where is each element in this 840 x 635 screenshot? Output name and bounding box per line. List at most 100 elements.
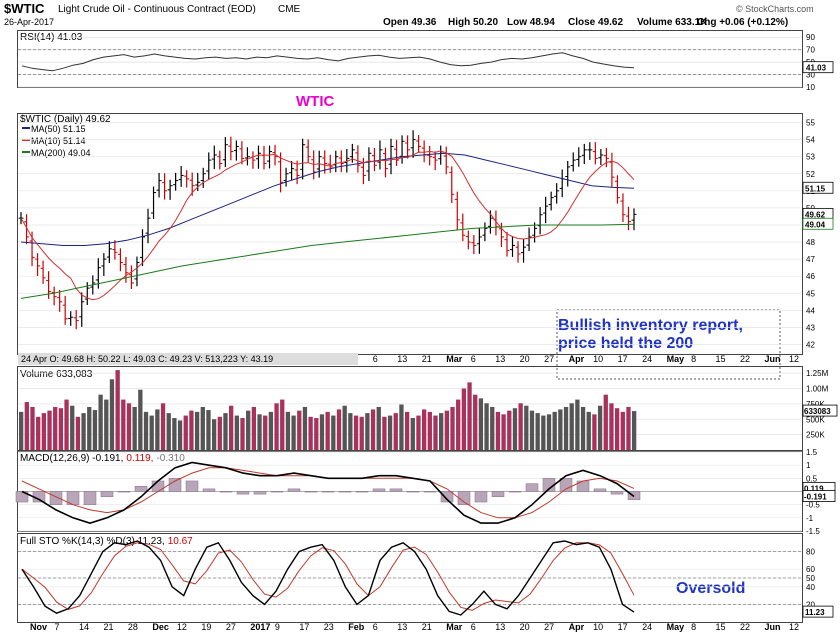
sto-last-badge [802,605,834,618]
volume-bar [104,399,109,450]
date-axis-label-mid: 15 [716,354,726,364]
volume-tick-label: 500K [806,415,825,424]
volume-bar [24,402,29,450]
volume-bar [535,413,540,450]
sto-label: Full STO %K(14,3) %D(3) 11.23, 10.67 [20,536,193,547]
macd-histogram-bar [440,491,454,503]
date-axis-label-mid: 12 [789,354,799,364]
ma200-line [20,223,635,299]
volume-last-badge [802,404,838,417]
macd-histogram-bar [287,488,301,492]
volume-bar [461,388,467,450]
macd-histogram-bar [355,491,369,493]
volume-bar [149,415,154,450]
volume-bar [98,394,103,450]
date-axis-label: 22 [740,622,750,632]
volume-bar [507,410,512,450]
volume-bar [223,413,228,450]
date-axis-label-mid: May [667,354,685,364]
date-axis-label-mid: 24 [642,354,652,364]
date-axis-label: 19 [201,622,211,632]
volume-bar [155,409,160,450]
date-axis-label: 9 [275,622,280,632]
ma50-label: MA(50) 51.15 [31,124,86,134]
volume-bar [263,415,268,450]
price-label: $WTIC (Daily) 49.62 [20,114,111,125]
date-axis-label-mid: 22 [740,354,750,364]
wtic-annotation: WTIC [296,93,334,110]
volume-label: Volume 633,083 [20,369,93,380]
macd-histogram-bar [474,491,488,503]
rsi-tick-label: 10 [806,83,815,92]
macd-signal-badge-value: 0.119 [804,484,824,493]
volume-bar [563,406,569,450]
macd-histogram-bar [304,491,318,493]
date-axis-label: 23 [324,622,334,632]
date-axis-label: 6 [471,622,476,632]
price-legend: $WTIC (Daily) 49.62 MA(50) 51.15 MA(10) … [20,114,111,158]
macd-series [15,461,641,524]
volume-bar [331,415,336,450]
ma10-line [20,150,635,301]
volume-bar [200,406,205,450]
price-tick-label: 55 [806,119,815,128]
volume-bar [603,394,608,450]
volume-bar [268,411,274,450]
macd-signal-value: 0.119, [126,453,153,464]
volume-bar [620,411,625,450]
volume-bar [234,415,239,450]
instrument-name: Light Crude Oil - Continuous Contract (E… [58,4,256,15]
volume-last-value: 633083 [804,407,831,416]
volume-bar [70,405,75,450]
volume-bar [387,415,393,450]
macd-last-badge-value: -0.191 [804,493,827,502]
volume-bar [399,404,404,450]
volume-bar [126,403,132,450]
volume-bar [30,406,35,450]
volume-bar [138,389,143,450]
date-axis-label-mid: 6 [471,354,476,364]
macd-histogram-bar [338,491,352,493]
macd-histogram-bar [389,488,403,492]
low-value: Low 48.94 [507,17,555,28]
date-axis-label: 6 [373,622,378,632]
rsi-last-badge [802,61,834,74]
price-tick-label: 53 [806,153,815,162]
macd-tick-label: 0.5 [806,474,818,483]
volume-bar [439,413,444,450]
date-axis-label-mid: 6 [373,354,378,364]
date-axis-label: 17 [618,622,628,632]
date-axis-label: 8 [691,622,696,632]
date-axis-label: 12 [177,622,187,632]
price-tick-label: 44 [806,306,815,315]
exchange-label: CME [278,4,301,15]
macd-histogram-bar [423,491,437,493]
volume-bar [473,394,478,450]
oversold-annotation: Oversold [676,580,745,597]
volume-bar [229,405,234,450]
volume-bar [217,416,222,450]
volume-bar [592,414,597,450]
bullish-annotation-line2: price held the 200 [558,335,693,352]
stockcharts-credit: © StockCharts.com [736,4,814,14]
volume-tick-label: 750K [806,400,825,409]
volume-bar [53,406,58,450]
volume-bar [353,415,359,450]
ma200-last-badge-value: 49.04 [805,220,826,229]
hover-legend-bg [18,353,358,365]
volume-bar [558,409,563,450]
date-axis-label: 15 [716,622,726,632]
volume-bar [64,399,69,450]
change-value: Chg +0.06 (+0.12%) [697,17,788,28]
ma50-line [20,152,635,246]
date-axis-label-mid: 8 [691,354,696,364]
price-tick-label: 42 [806,340,815,349]
macd-histogram-bar [134,485,148,492]
volume-bar [421,409,427,450]
volume-bar [456,399,461,450]
macd-tick-label: 1 [806,461,811,470]
chart-date: 26-Apr-2017 [4,17,54,27]
macd-histogram-bar [49,491,63,505]
macd-hist-value: -0.310 [156,453,185,464]
volume-bar [478,398,484,450]
